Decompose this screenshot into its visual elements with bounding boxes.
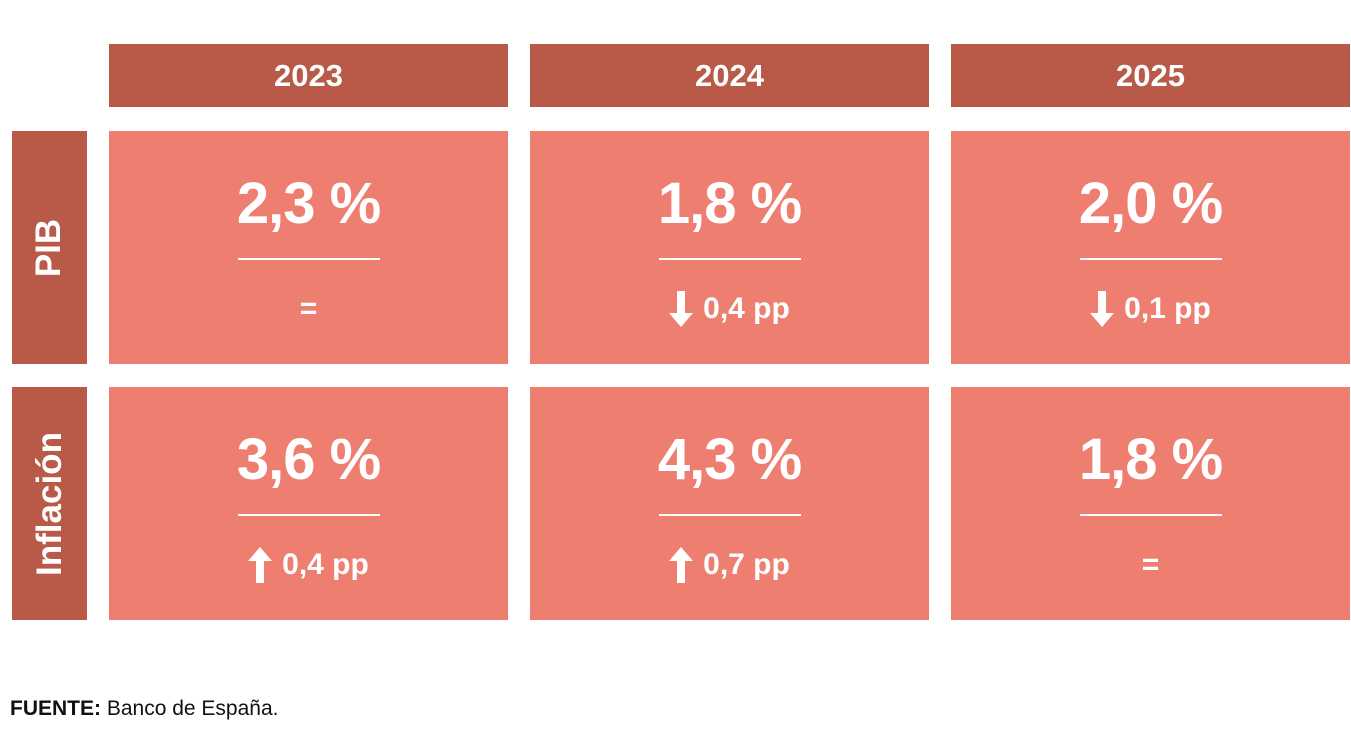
change-text: 0,4 pp <box>282 548 369 581</box>
change-text: 0,1 pp <box>1124 292 1211 325</box>
change-text: 0,7 pp <box>703 548 790 581</box>
cell-change: = <box>951 544 1350 586</box>
cell-pib-2025: 2,0 % 0,1 pp <box>951 131 1350 364</box>
divider <box>238 258 380 260</box>
divider <box>1080 258 1222 260</box>
column-header-2025: 2025 <box>951 44 1350 107</box>
change-text: = <box>299 292 318 325</box>
cell-change: 0,1 pp <box>951 288 1350 330</box>
cell-value: 4,3 % <box>657 427 802 492</box>
cell-value: 2,3 % <box>236 171 381 236</box>
cell-pib-2024: 1,8 % 0,4 pp <box>530 131 929 364</box>
divider <box>659 258 801 260</box>
cell-change: 0,4 pp <box>109 544 508 586</box>
cell-value: 3,6 % <box>236 427 381 492</box>
row-label-inflacion: Inflación <box>12 387 87 620</box>
row-label-inflacion-text: Inflación <box>29 431 69 576</box>
column-header-2024: 2024 <box>530 44 929 107</box>
source-text: Banco de España. <box>106 697 279 720</box>
divider <box>1080 514 1222 516</box>
source-note: FUENTE: Banco de España. <box>10 697 278 721</box>
arrow-up-icon <box>669 547 694 583</box>
divider <box>238 514 380 516</box>
row-label-pib-text: PIB <box>29 218 69 277</box>
row-label-pib: PIB <box>12 131 87 364</box>
arrow-down-icon <box>669 291 694 327</box>
cell-value: 2,0 % <box>1078 171 1223 236</box>
cell-inflacion-2024: 4,3 % 0,7 pp <box>530 387 929 620</box>
cell-value: 1,8 % <box>1078 427 1223 492</box>
change-text: = <box>1141 548 1160 581</box>
cell-change: = <box>109 288 508 330</box>
cell-value: 1,8 % <box>657 171 802 236</box>
arrow-down-icon <box>1090 291 1115 327</box>
cell-change: 0,4 pp <box>530 288 929 330</box>
cell-inflacion-2023: 3,6 % 0,4 pp <box>109 387 508 620</box>
column-header-2023: 2023 <box>109 44 508 107</box>
cell-inflacion-2025: 1,8 % = <box>951 387 1350 620</box>
change-text: 0,4 pp <box>703 292 790 325</box>
source-label: FUENTE: <box>10 697 101 720</box>
divider <box>659 514 801 516</box>
cell-pib-2023: 2,3 % = <box>109 131 508 364</box>
arrow-up-icon <box>248 547 273 583</box>
cell-change: 0,7 pp <box>530 544 929 586</box>
